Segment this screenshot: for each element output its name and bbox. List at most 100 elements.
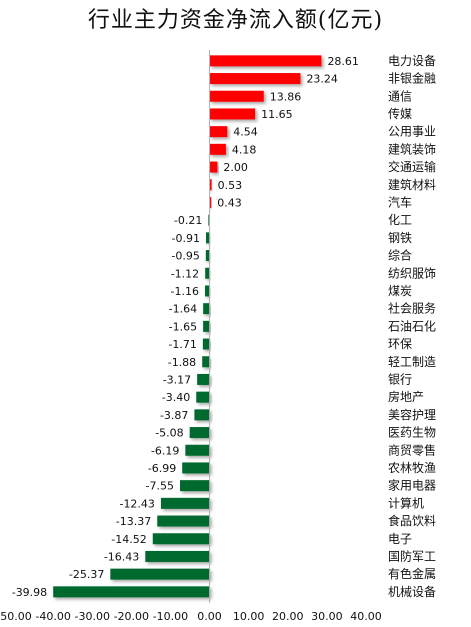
value-label-1: 28.61 <box>327 55 359 68</box>
category-label-27: 食品饮料 <box>388 513 436 528</box>
bar-12 <box>205 250 210 262</box>
value-label-3: 13.86 <box>270 90 302 103</box>
category-label-26: 计算机 <box>388 495 424 510</box>
bar-19 <box>197 373 210 385</box>
value-label-20: -3.40 <box>162 391 190 404</box>
category-label-18: 轻工制造 <box>388 355 436 369</box>
category-label-5: 公用事业 <box>388 125 436 139</box>
value-label-28: -14.52 <box>111 533 146 546</box>
value-label-17: -1.71 <box>168 338 196 351</box>
bar-15 <box>203 303 210 315</box>
category-label-19: 银行 <box>388 372 412 386</box>
bar-4 <box>209 108 256 120</box>
value-label-29: -16.43 <box>104 550 139 563</box>
category-label-13: 纺织服饰 <box>388 266 436 280</box>
value-label-11: -0.91 <box>172 232 200 245</box>
category-label-12: 综合 <box>388 248 412 263</box>
bar-18 <box>202 356 210 368</box>
bar-3 <box>209 90 264 102</box>
value-label-7: 2.00 <box>223 161 248 174</box>
x-tick-label-4: -20.00 <box>114 610 149 623</box>
bar-17 <box>202 338 210 350</box>
category-label-30: 有色金属 <box>388 566 436 581</box>
category-label-25: 家用电器 <box>388 478 436 493</box>
category-label-23: 商贸零售 <box>388 442 436 457</box>
x-tick-label-9: 30.00 <box>311 610 343 623</box>
x-tick-label-8: 20.00 <box>272 610 304 623</box>
bar-28 <box>152 533 210 545</box>
bar-5 <box>209 126 228 138</box>
bar-13 <box>205 267 210 279</box>
value-label-2: 23.24 <box>306 73 338 86</box>
bar-8 <box>209 179 212 191</box>
bar-31 <box>53 586 210 598</box>
category-labels-group: 电力设备非银金融通信传媒公用事业建筑装饰交通运输建筑材料汽车化工钢铁综合纺织服饰… <box>388 54 436 599</box>
x-tick-label-10: 40.00 <box>350 610 382 623</box>
value-label-4: 11.65 <box>261 108 293 121</box>
category-label-11: 钢铁 <box>388 231 412 245</box>
chart-title: 行业主力资金净流入额(亿元) <box>87 8 384 33</box>
category-label-28: 电子 <box>388 532 412 546</box>
value-label-9: 0.43 <box>217 196 242 209</box>
category-label-17: 环保 <box>388 337 412 351</box>
category-label-7: 交通运输 <box>388 159 436 174</box>
value-label-21: -3.87 <box>160 409 188 422</box>
value-label-18: -1.88 <box>168 356 196 369</box>
value-label-5: 4.54 <box>233 126 258 139</box>
value-label-8: 0.53 <box>218 179 243 192</box>
category-label-21: 美容护理 <box>388 407 436 422</box>
bar-22 <box>189 427 210 439</box>
value-label-6: 4.18 <box>232 143 256 156</box>
bar-7 <box>209 161 218 173</box>
category-label-29: 国防军工 <box>388 548 436 563</box>
value-label-31: -39.98 <box>12 586 47 599</box>
bar-29 <box>145 550 210 562</box>
x-tick-label-1: -50.00 <box>0 610 32 623</box>
value-labels-group: 28.61 23.24 13.86 11.654.54 4.18 2.00 0.53 0.43… <box>12 55 359 599</box>
bars-group <box>53 55 322 598</box>
category-label-16: 石油石化 <box>388 319 436 333</box>
bar-23 <box>185 444 210 456</box>
value-label-16: -1.65 <box>169 320 197 333</box>
value-label-14: -1.16 <box>171 285 199 298</box>
value-label-27: -13.37 <box>116 515 151 528</box>
category-label-10: 化工 <box>388 213 412 227</box>
category-label-2: 非银金融 <box>388 71 436 86</box>
bar-10 <box>208 214 210 226</box>
bar-14 <box>205 285 210 297</box>
category-label-3: 通信 <box>388 89 412 103</box>
category-label-1: 电力设备 <box>388 54 436 68</box>
bar-30 <box>110 568 210 580</box>
bar-2 <box>209 73 301 85</box>
bar-21 <box>194 409 210 421</box>
category-label-14: 煤炭 <box>388 284 412 298</box>
value-label-23: -6.19 <box>151 444 179 457</box>
bar-20 <box>196 391 210 403</box>
x-tick-label-5: -10.00 <box>153 610 188 623</box>
bar-16 <box>203 320 210 332</box>
bar-27 <box>157 515 210 527</box>
value-label-13: -1.12 <box>171 267 199 280</box>
value-label-22: -5.08 <box>155 427 183 440</box>
category-label-6: 建筑装饰 <box>388 141 436 156</box>
x-tick-label-3: -30.00 <box>74 610 109 623</box>
bar-26 <box>160 497 210 509</box>
category-label-8: 建筑材料 <box>388 177 436 192</box>
value-label-19: -3.17 <box>163 373 191 386</box>
value-label-12: -0.95 <box>171 250 199 263</box>
bar-6 <box>209 143 226 155</box>
category-label-4: 传媒 <box>388 106 412 121</box>
category-label-9: 汽车 <box>388 194 412 209</box>
bar-25 <box>180 480 210 492</box>
value-label-15: -1.64 <box>169 303 197 316</box>
category-label-22: 医药生物 <box>388 426 436 440</box>
category-label-15: 社会服务 <box>388 301 436 316</box>
value-label-24: -6.99 <box>148 462 176 475</box>
value-label-25: -7.55 <box>146 480 174 493</box>
value-label-26: -12.43 <box>119 497 154 510</box>
x-tick-label-2: -40.00 <box>35 610 70 623</box>
bar-24 <box>182 462 210 474</box>
x-tick-label-6: 0.00 <box>197 610 222 623</box>
value-label-30: -25.37 <box>69 568 104 581</box>
